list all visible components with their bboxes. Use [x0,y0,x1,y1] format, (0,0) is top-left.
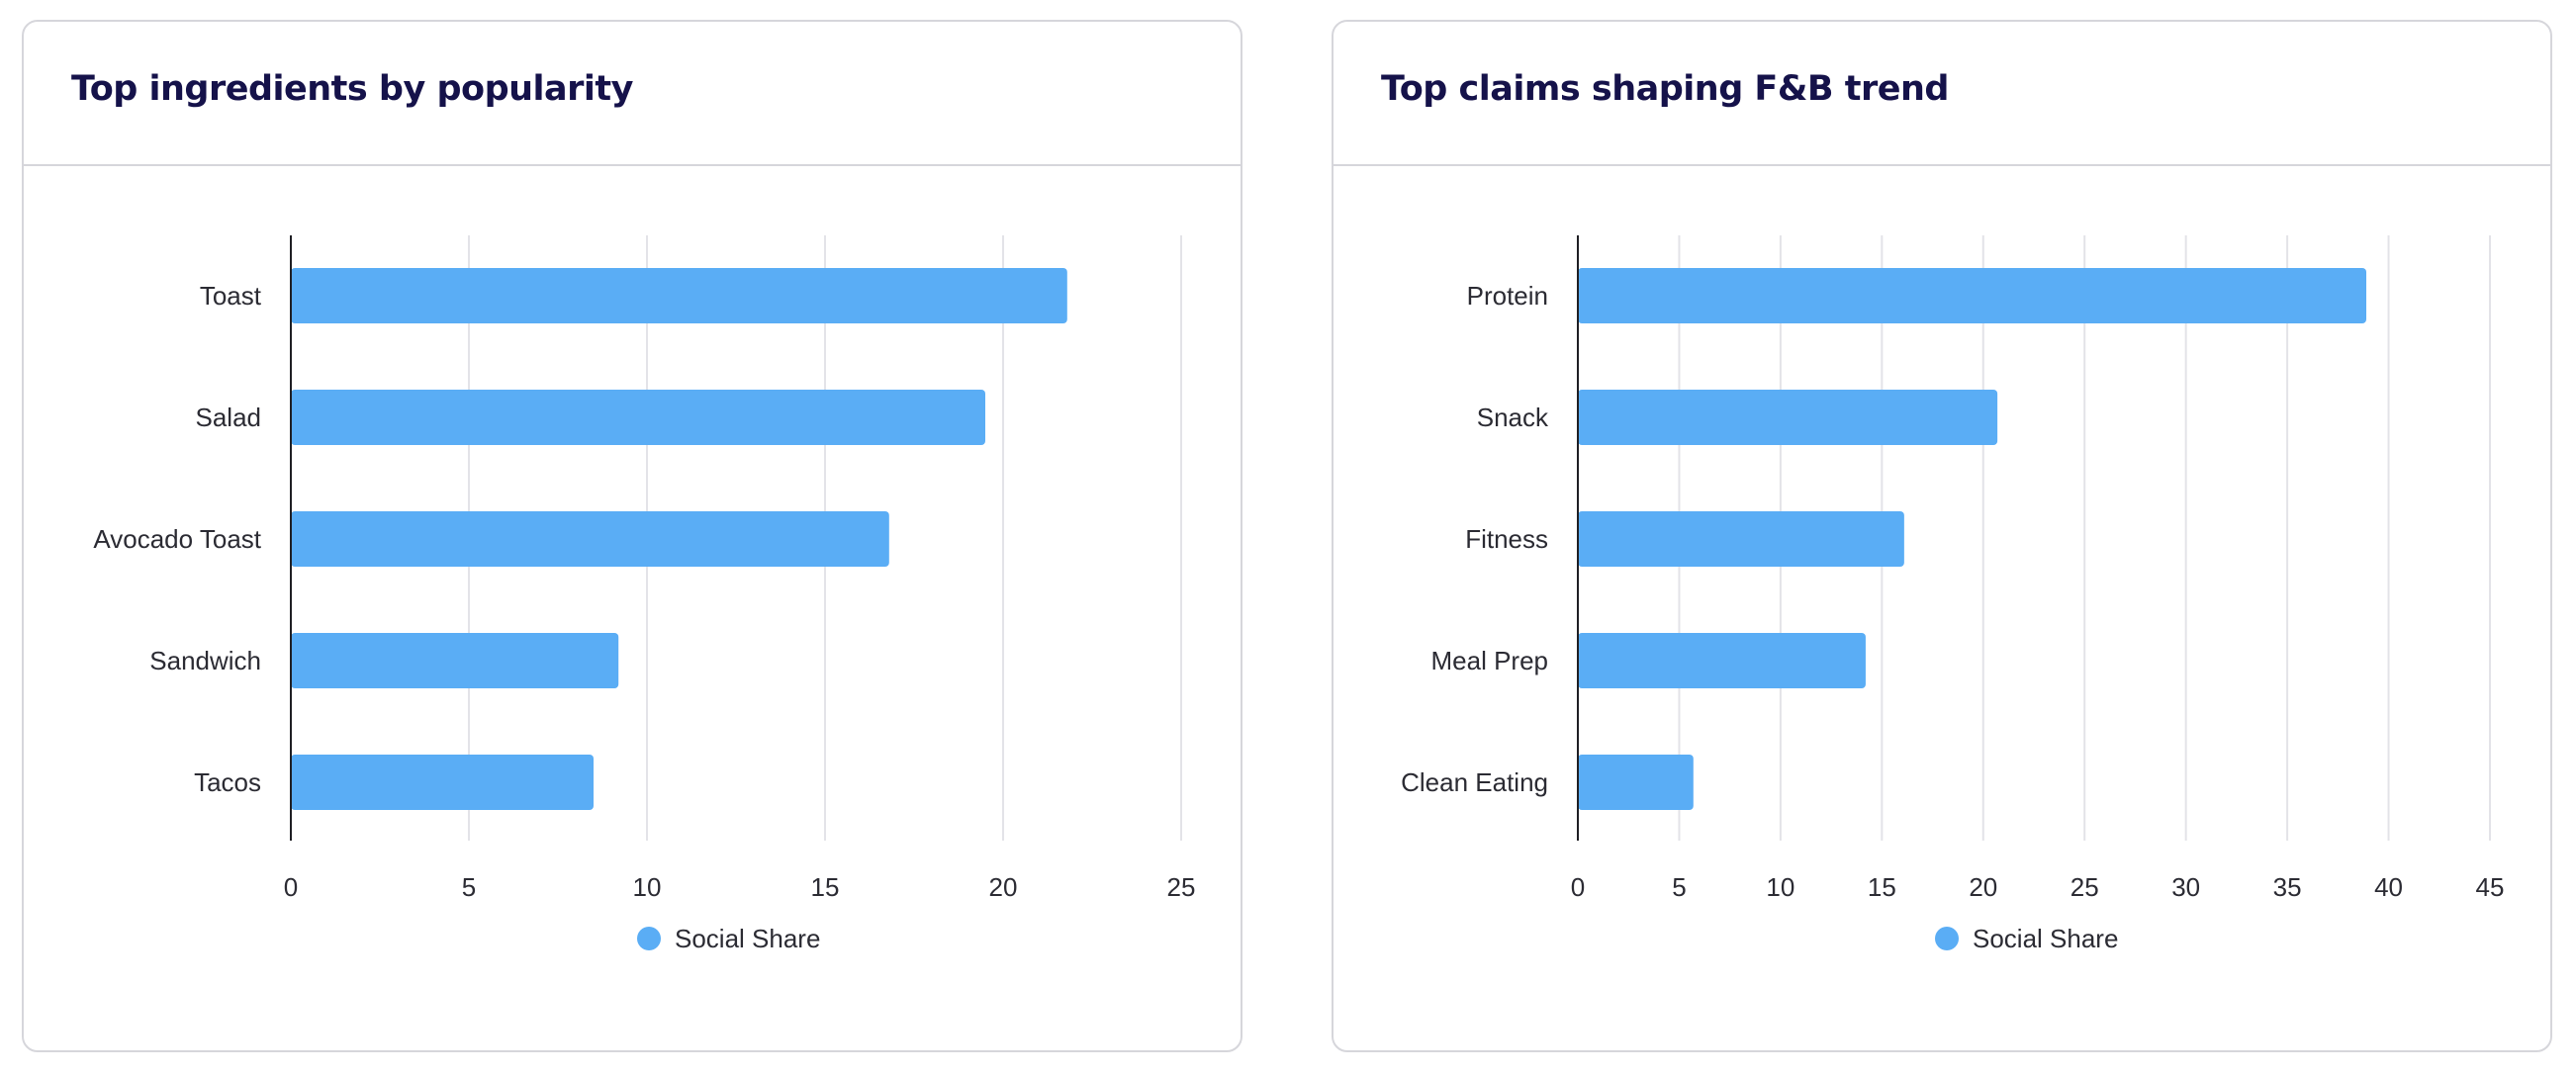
category-label: Meal Prep [1431,646,1549,675]
bar [291,390,985,445]
chart-title: Top claims shaping F&B trend [1381,69,1949,109]
category-label: Clean Eating [1401,767,1548,797]
category-label: Sandwich [149,646,261,675]
x-tick-label: 25 [1167,872,1196,902]
category-label: Avocado Toast [93,524,261,554]
x-tick-label: 25 [2070,872,2099,902]
x-tick-label: 30 [2171,872,2200,902]
claims-bar-chart: 0 5 10 15 20 25 30 35 40 45 Protein Snack Fitness Mea… [1401,235,2505,953]
legend-label: Social Share [1973,924,2118,953]
x-tick-label: 10 [1766,872,1794,902]
bar [1578,633,1866,688]
bar [291,511,889,567]
x-tick-label: 35 [2273,872,2302,902]
x-tick-label: 5 [1672,872,1686,902]
bar [291,633,619,688]
bar [1578,511,1904,567]
x-tick-label: 5 [462,872,476,902]
chart-card-ingredients: Top ingredients by popularity 0 5 10 15 20 25… [22,20,1242,1052]
card-header: Top claims shaping F&B trend [1334,22,2550,166]
ingredients-bar-chart: 0 5 10 15 20 25 Toast Salad Avocado Toast Sandwic… [93,235,1196,953]
chart-title: Top ingredients by popularity [71,69,633,109]
legend-marker [637,927,661,950]
bar [1578,268,2367,323]
category-label: Protein [1467,281,1548,311]
category-label: Toast [200,281,262,311]
x-tick-label: 15 [811,872,840,902]
category-label: Snack [1477,403,1549,432]
category-label: Salad [196,403,262,432]
chart-card-claims: Top claims shaping F&B trend 0 5 10 15 20 25 3… [1332,20,2552,1052]
bar [1578,755,1694,810]
legend-marker [1935,927,1959,950]
category-label: Tacos [194,767,261,797]
x-tick-label: 15 [1868,872,1896,902]
x-tick-label: 0 [1571,872,1585,902]
bar [291,755,594,810]
x-tick-label: 45 [2476,872,2505,902]
category-label: Fitness [1465,524,1548,554]
card-header: Top ingredients by popularity [24,22,1241,166]
x-tick-label: 20 [1969,872,1997,902]
x-tick-label: 20 [989,872,1018,902]
x-tick-label: 0 [284,872,298,902]
x-tick-label: 40 [2374,872,2403,902]
bar [291,268,1067,323]
legend-label: Social Share [675,924,820,953]
x-tick-label: 10 [633,872,662,902]
bar [1578,390,1998,445]
